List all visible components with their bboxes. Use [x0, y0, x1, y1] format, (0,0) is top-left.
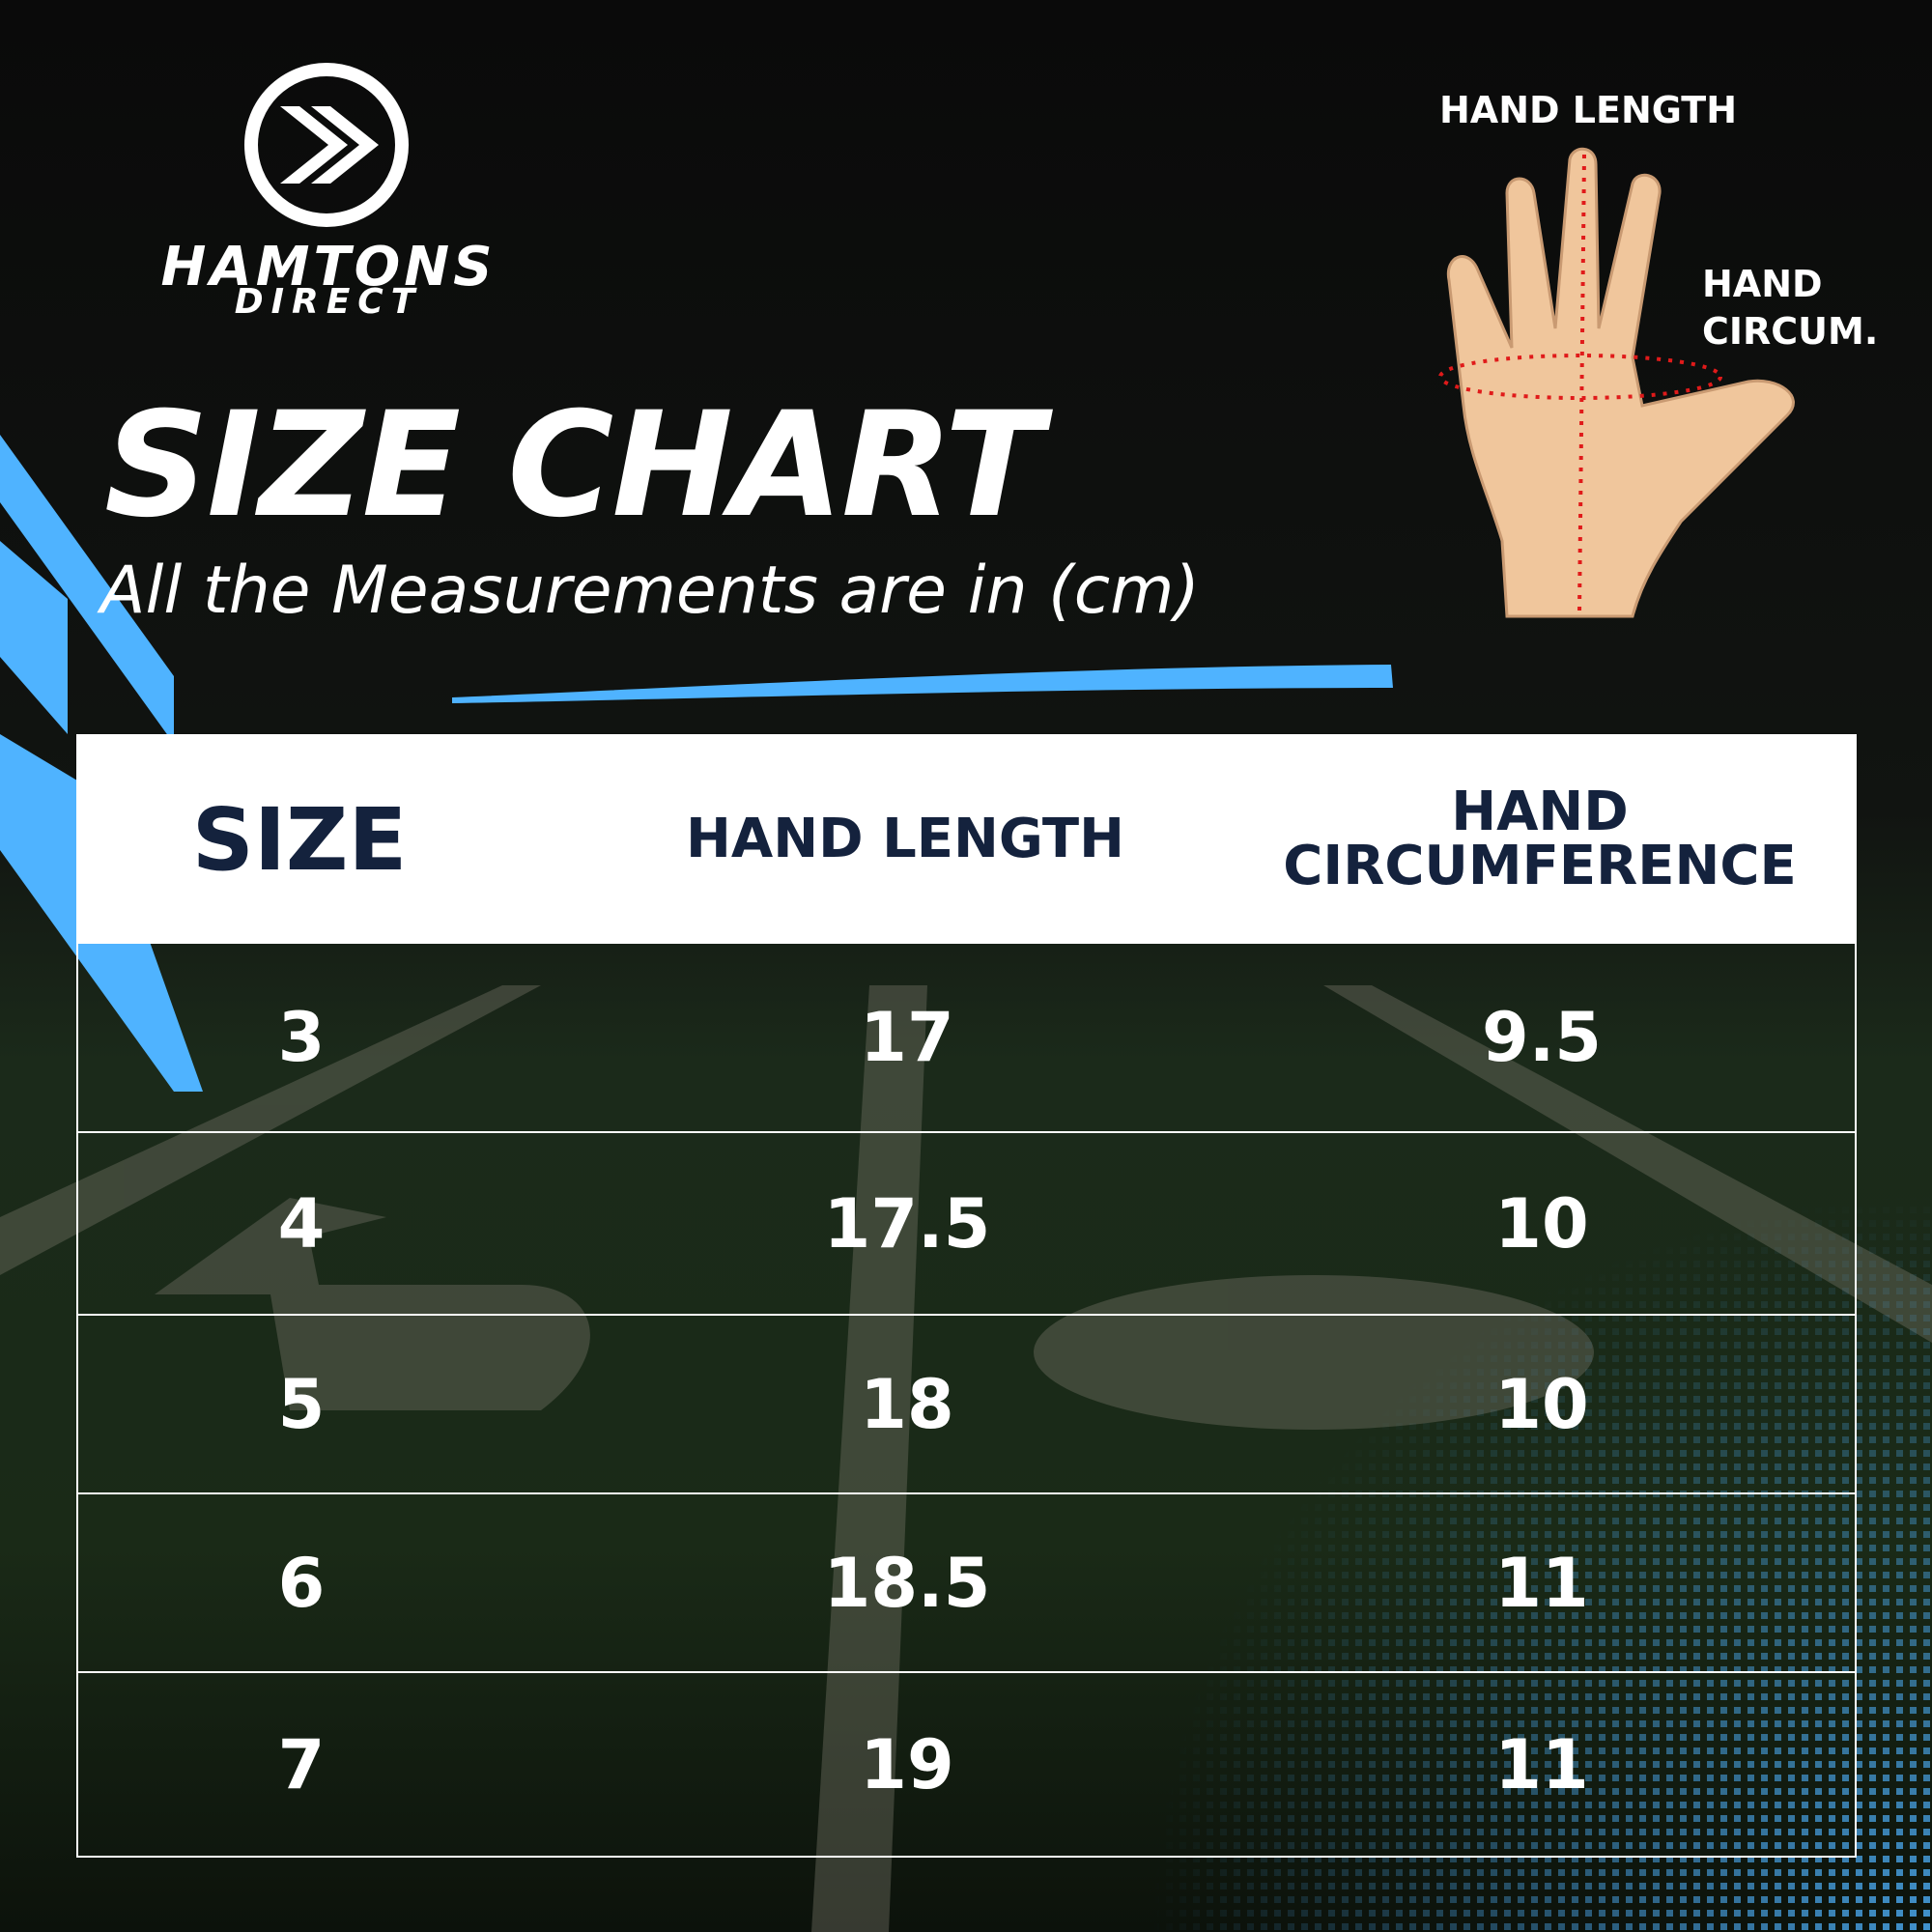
table-cell: 10 [1494, 1364, 1589, 1444]
header-cell: SIZE [191, 788, 408, 890]
logo-mark [244, 63, 409, 227]
table-cell: 3 [277, 998, 326, 1077]
brush-stroke [452, 665, 1393, 703]
table-cell: 4 [277, 1183, 326, 1264]
size-table: SIZE HAND LENGTH HAND CIRCUMFERENCE 3 17 9.5 4… [76, 734, 1857, 1858]
table-cell: 19 [860, 1724, 954, 1804]
table-row: 7 19 11 [76, 1673, 1857, 1858]
table-cell: 17 [860, 998, 954, 1077]
table-cell: 18.5 [823, 1543, 991, 1623]
table-row: 6 18.5 11 [76, 1494, 1857, 1673]
logo-sub: DIRECT [234, 282, 423, 322]
table-cell: 18 [860, 1364, 954, 1444]
table-row: 3 17 9.5 [76, 944, 1857, 1133]
subtitle: All the Measurements are in (cm) [100, 553, 1200, 629]
title: SIZE CHART [104, 382, 1043, 550]
table-cell: 9.5 [1481, 998, 1602, 1077]
table-cell: 17.5 [823, 1183, 991, 1264]
table-cell: 7 [277, 1724, 326, 1804]
header-row: SIZE HAND LENGTH HAND CIRCUMFERENCE [76, 734, 1857, 944]
table-cell: 11 [1494, 1724, 1589, 1804]
table-cell: 6 [277, 1543, 326, 1623]
table-row: 4 17.5 10 [76, 1133, 1857, 1316]
logo-name: HAMTONS [160, 236, 497, 298]
diagram-label: HAND CIRCUM. [1702, 263, 1879, 353]
diagram-label: HAND LENGTH [1439, 89, 1738, 131]
header-cell: HAND LENGTH [686, 807, 1124, 870]
table-cell: 5 [277, 1364, 326, 1444]
header-cell: HAND CIRCUMFERENCE [1283, 780, 1797, 897]
table-cell: 11 [1494, 1543, 1589, 1623]
hand [1438, 147, 1795, 618]
table-cell: 10 [1494, 1183, 1589, 1264]
table-row: 5 18 10 [76, 1316, 1857, 1494]
